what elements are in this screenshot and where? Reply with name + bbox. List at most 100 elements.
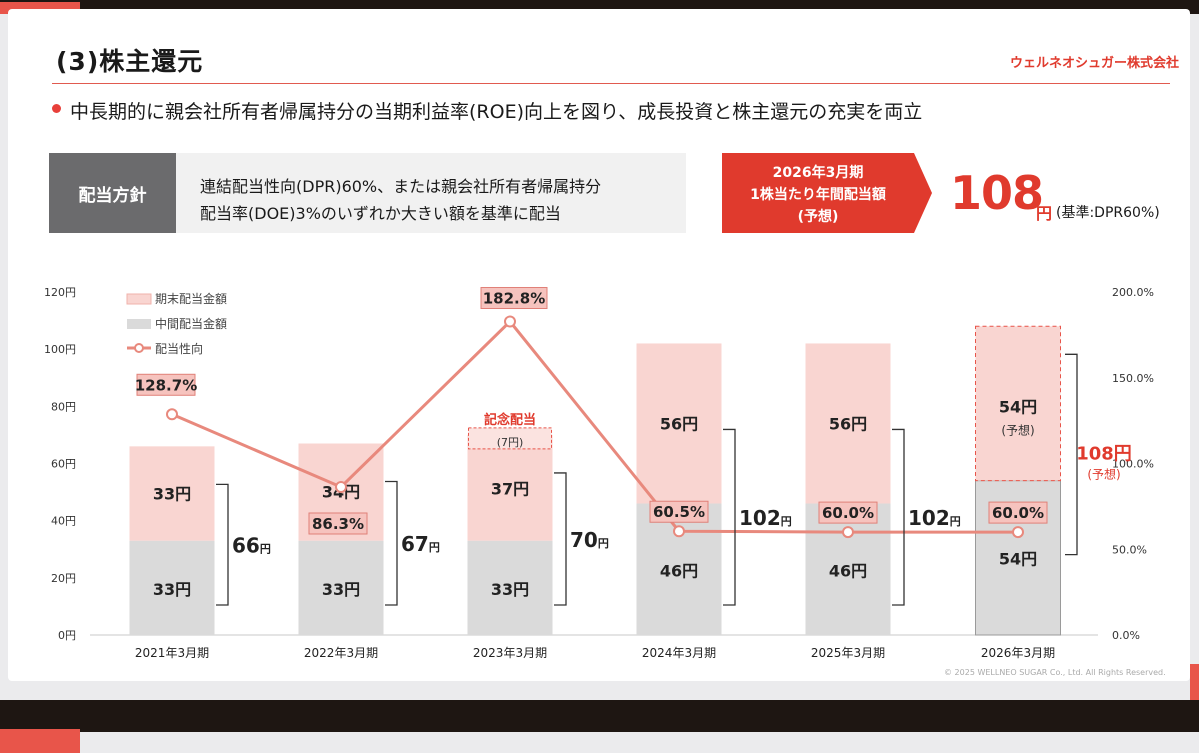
company-name: ウェルネオシュガー株式会社 — [1010, 56, 1180, 71]
year-end-value-label: 33円 — [153, 485, 191, 504]
payout-point — [1012, 526, 1024, 539]
payout-label: 60.0% — [822, 504, 874, 522]
forecast-value: 108 — [950, 166, 1044, 220]
year-end-value-label: 56円 — [829, 414, 867, 433]
y-right-tick: 150.0% — [1112, 372, 1154, 385]
forecast-unit: 円 — [1036, 204, 1053, 223]
y-right-tick: 100.0% — [1112, 458, 1154, 471]
year-end-value-label: 54円 — [999, 397, 1037, 416]
bar-year-end — [129, 446, 215, 541]
total-unit: 円 — [598, 537, 609, 550]
payout-label: 128.7% — [135, 376, 197, 394]
payout-label-box — [988, 501, 1048, 524]
payout-label-box — [480, 286, 548, 309]
total-note: (予想) — [1087, 466, 1120, 481]
y-left-tick: 20円 — [51, 572, 76, 585]
bar-year-end — [636, 343, 722, 504]
payout-label-box — [136, 373, 196, 396]
copyright: © 2025 WELLNEO SUGAR Co., Ltd. All Right… — [944, 668, 1166, 677]
forecast-callout: 2026年3月期 1株当たり年間配当額 (予想) — [722, 153, 932, 233]
total-value: 66円 — [232, 534, 271, 558]
payout-point — [504, 315, 516, 328]
policy-box — [176, 153, 686, 233]
total-bracket — [216, 483, 229, 606]
total-value: 70円 — [570, 528, 609, 552]
total-bracket — [554, 472, 567, 606]
y-right-tick: 0.0% — [1112, 629, 1140, 642]
interim-value-label: 46円 — [660, 561, 698, 580]
total-bracket — [385, 480, 398, 606]
y-left-tick: 80円 — [51, 400, 76, 413]
y-left-tick: 120円 — [44, 286, 76, 299]
total-bracket — [723, 428, 736, 606]
payout-label: 86.3% — [312, 515, 364, 533]
y-left-tick: 100円 — [44, 343, 76, 356]
y-right-tick: 200.0% — [1112, 286, 1154, 299]
bar-interim — [129, 540, 215, 635]
title-divider — [52, 83, 1170, 84]
y-right-tick: 50.0% — [1112, 543, 1147, 556]
payout-label-box — [818, 501, 878, 524]
y-left-tick: 40円 — [51, 515, 76, 528]
bar-interim — [467, 540, 553, 635]
forecast-bar-note: (予想) — [1001, 422, 1034, 437]
total-value: 67円 — [401, 532, 440, 556]
headline: 中長期的に親会社所有者帰属持分の当期利益率(ROE)向上を図り、成長投資と株主還… — [70, 101, 923, 123]
total-value: 102円 — [739, 506, 792, 530]
y-left-tick: 60円 — [51, 458, 76, 471]
commemorative-title: 記念配当 — [484, 412, 536, 428]
accent-mark — [1190, 664, 1199, 700]
policy-label: 配当方針 — [49, 153, 176, 233]
legend-marker-payout — [134, 343, 144, 353]
payout-label: 60.0% — [992, 504, 1044, 522]
bar-year-end — [805, 343, 891, 504]
commemorative-label: (7円) — [497, 436, 524, 449]
bullet-icon — [52, 104, 61, 113]
accent-bar-bottom — [0, 729, 80, 753]
payout-label: 60.5% — [653, 503, 705, 521]
interim-value-label: 33円 — [153, 580, 191, 599]
bar-year-end — [467, 434, 553, 541]
forecast-note: (予想) — [797, 209, 839, 225]
bar-year-end — [975, 325, 1061, 482]
payout-point — [673, 525, 685, 538]
x-category-label: 2022年3月期 — [304, 646, 378, 660]
bar-interim — [298, 540, 384, 635]
forecast-arrow-shape — [722, 153, 932, 233]
next-slide-preview — [0, 732, 1199, 753]
legend-label-interim: 中間配当金額 — [155, 316, 227, 331]
total-unit: 円 — [429, 541, 440, 554]
legend-label-payout: 配当性向 — [155, 341, 203, 356]
total-unit: 円 — [260, 543, 271, 556]
payout-point — [166, 408, 178, 421]
payout-label-box — [649, 500, 709, 523]
total-value: 108円 — [1076, 443, 1132, 464]
policy-text-line2: 配当率(DOE)3%のいずれか大きい額を基準に配当 — [200, 204, 561, 223]
policy-text-line1: 連結配当性向(DPR)60%、または親会社所有者帰属持分 — [200, 177, 602, 196]
forecast-description: 1株当たり年間配当額 — [750, 187, 886, 203]
x-category-label: 2025年3月期 — [811, 646, 885, 660]
legend-swatch-interim — [127, 319, 151, 329]
x-category-label: 2023年3月期 — [473, 646, 547, 660]
total-value: 102円 — [908, 506, 961, 530]
payout-label: 182.8% — [483, 289, 545, 307]
payout-ratio-line — [171, 319, 1018, 534]
x-category-label: 2021年3月期 — [135, 646, 209, 660]
total-bracket — [1065, 353, 1078, 556]
legend-label-year-end: 期末配当金額 — [155, 291, 227, 306]
x-category-label: 2024年3月期 — [642, 646, 716, 660]
total-unit: 円 — [950, 515, 961, 528]
year-end-value-label: 37円 — [491, 480, 529, 499]
interim-value-label: 46円 — [829, 561, 867, 580]
page-title: (3)株主還元 — [56, 47, 204, 76]
y-left-tick: 0円 — [58, 629, 76, 642]
legend-swatch-year-end — [126, 293, 152, 305]
payout-point — [842, 526, 854, 539]
payout-point — [335, 480, 347, 493]
interim-value-label: 33円 — [491, 580, 529, 599]
commemorative-box — [468, 427, 552, 450]
year-end-value-label: 56円 — [660, 414, 698, 433]
payout-label-box — [308, 512, 368, 535]
interim-value-label: 33円 — [322, 580, 360, 599]
bar-interim — [805, 503, 891, 635]
